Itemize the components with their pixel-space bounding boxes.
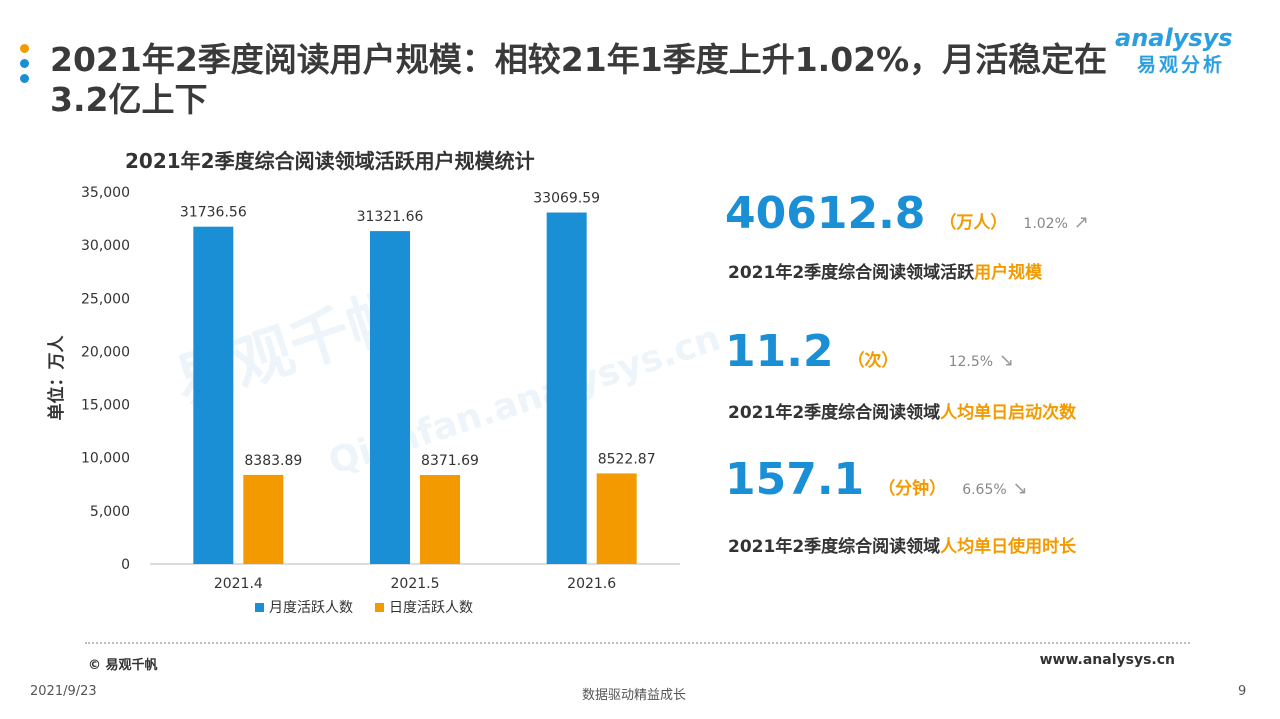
page-title: 2021年2季度阅读用户规模：相较21年1季度上升1.02%，月活稳定在3.2亿… <box>50 40 1108 119</box>
analysys-logo: analysys 易观分析 <box>1115 24 1255 77</box>
stat-desc-active-users: 2021年2季度综合阅读领域活跃用户规模 <box>728 258 1042 283</box>
copyright: © 易观千帆 <box>88 658 158 673</box>
slogan: 数据驱动精益成长 <box>582 688 687 703</box>
trend-down-icon: ↘ <box>1012 478 1028 499</box>
bar-daily <box>420 475 460 564</box>
data-label: 8383.89 <box>244 453 302 469</box>
y-tick-label: 30,000 <box>81 238 130 254</box>
data-label: 31321.66 <box>357 209 424 225</box>
website-link[interactable]: www.analysys.cn <box>1039 652 1175 668</box>
stat-value: 11.2 <box>725 326 834 377</box>
x-tick-label: 2021.5 <box>391 576 440 592</box>
stat-desc-highlight: 人均单日启动次数 <box>940 403 1077 423</box>
stat-desc-highlight: 用户规模 <box>974 263 1043 283</box>
trend-down-icon: ↘ <box>999 350 1015 371</box>
legend-swatch <box>255 603 264 612</box>
data-label: 33069.59 <box>533 191 600 207</box>
title-bullet-icon <box>20 44 34 89</box>
bar-daily <box>596 473 637 564</box>
data-label: 31736.56 <box>180 205 247 221</box>
y-tick-label: 25,000 <box>81 291 130 307</box>
page-number: 9 <box>1238 684 1247 699</box>
stat-duration: 157.1 （分钟） 6.65% ↘ <box>725 454 1028 505</box>
stat-value: 40612.8 <box>725 188 926 239</box>
logo-en: analysys <box>1115 24 1233 52</box>
stat-unit: （次） <box>847 351 899 371</box>
y-tick-label: 5,000 <box>90 504 130 520</box>
date: 2021/9/23 <box>30 684 97 699</box>
stat-value: 157.1 <box>725 454 865 505</box>
stat-change: 12.5% <box>948 354 994 370</box>
bar-monthly <box>193 226 234 564</box>
bar-daily <box>243 474 284 564</box>
stat-desc-prefix: 2021年2季度综合阅读领域活跃 <box>728 263 975 283</box>
y-tick-label: 20,000 <box>81 344 130 360</box>
y-tick-label: 10,000 <box>81 451 130 467</box>
bar-chart: 单位：万人 0 5,000 10,000 15,000 20,000 25,000 30,00… <box>46 185 680 616</box>
stat-desc-highlight: 人均单日使用时长 <box>940 537 1077 557</box>
data-label: 8522.87 <box>598 451 656 467</box>
stat-desc-prefix: 2021年2季度综合阅读领域 <box>728 403 941 423</box>
legend-label: 日度活跃人数 <box>389 600 473 616</box>
y-tick-label: 35,000 <box>81 185 130 201</box>
bar-monthly <box>370 231 410 564</box>
y-axis-label: 单位：万人 <box>46 335 67 421</box>
footer-divider <box>85 642 1190 644</box>
logo-cn: 易观分析 <box>1137 54 1226 76</box>
stat-unit: （分钟） <box>878 479 947 499</box>
stat-change: 6.65% <box>962 482 1007 498</box>
stat-desc-prefix: 2021年2季度综合阅读领域 <box>728 537 941 557</box>
x-tick-label: 2021.6 <box>567 576 616 592</box>
stat-desc-duration: 2021年2季度综合阅读领域人均单日使用时长 <box>728 532 1076 557</box>
stat-active-users: 40612.8 （万人） 1.02% ↗ <box>725 188 1089 239</box>
x-tick-label: 2021.4 <box>214 576 263 592</box>
chart-title: 2021年2季度综合阅读领域活跃用户规模统计 <box>125 149 535 173</box>
trend-up-icon: ↗ <box>1073 212 1089 233</box>
stat-unit: （万人） <box>939 213 1008 233</box>
bar-monthly <box>546 212 587 564</box>
data-label: 8371.69 <box>421 453 479 469</box>
stat-desc-launches: 2021年2季度综合阅读领域人均单日启动次数 <box>728 398 1076 423</box>
stat-change: 1.02% <box>1023 216 1068 232</box>
stat-launches: 11.2 （次） 12.5% ↘ <box>725 326 1014 377</box>
y-tick-label: 15,000 <box>81 398 130 414</box>
legend-swatch <box>375 603 384 612</box>
legend-label: 月度活跃人数 <box>269 600 353 616</box>
y-tick-label: 0 <box>121 557 130 573</box>
